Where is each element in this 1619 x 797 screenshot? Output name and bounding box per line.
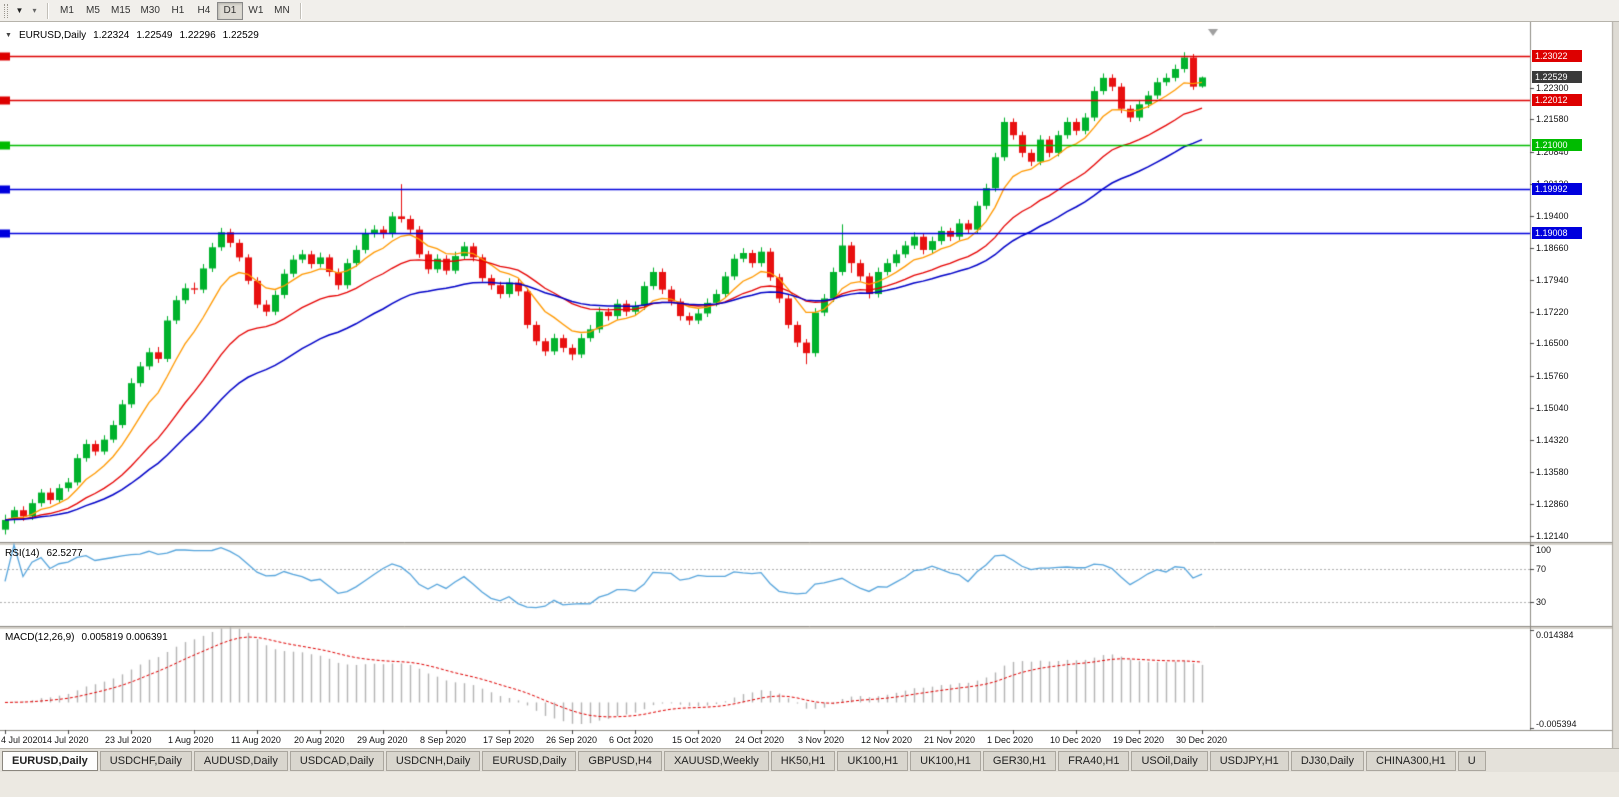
chart-tab-5[interactable]: EURUSD,Daily xyxy=(482,751,577,771)
time-axis-label: 8 Sep 2020 xyxy=(420,735,467,745)
time-axis-label: 29 Aug 2020 xyxy=(357,735,408,745)
time-axis-label: 1 Dec 2020 xyxy=(987,735,1034,745)
chart-low-value: 1.22296 xyxy=(179,30,216,41)
timeframe-w1-button[interactable]: W1 xyxy=(248,5,264,16)
price-tick-label: 1.19400 xyxy=(1536,211,1569,221)
bid-price-badge: 1.22529 xyxy=(1532,71,1582,83)
rsi-scale-label-70: 70 xyxy=(1536,564,1547,574)
chart-tab-7[interactable]: XAUUSD,Weekly xyxy=(663,751,769,771)
hline-price-badge[interactable]: 1.22012 xyxy=(1532,94,1582,106)
timeframe-h4-button[interactable]: H4 xyxy=(197,5,211,16)
price-tick-label: 1.14320 xyxy=(1536,435,1569,445)
time-axis-label: 30 Dec 2020 xyxy=(1176,735,1228,745)
rsi-scale-label-100: 100 xyxy=(1536,545,1552,555)
price-tick-label: 1.21580 xyxy=(1536,114,1569,124)
time-axis-label: 3 Nov 2020 xyxy=(798,735,845,745)
price-tick-label: 1.20840 xyxy=(1536,147,1569,157)
rsi-label: RSI(14) xyxy=(5,548,40,559)
chart-close-value: 1.22529 xyxy=(222,30,259,41)
chart-tab-0[interactable]: EURUSD,Daily xyxy=(2,751,98,771)
rsi-scale-label-30: 30 xyxy=(1536,597,1547,607)
chart-tab-10[interactable]: UK100,H1 xyxy=(910,751,981,771)
chart-tab-6[interactable]: GBPUSD,H4 xyxy=(578,751,662,771)
chart-header: ▼ EURUSD,Daily 1.22324 1.22549 1.22296 1… xyxy=(5,30,259,41)
chart-tab-9[interactable]: UK100,H1 xyxy=(837,751,909,771)
time-axis-label: 19 Dec 2020 xyxy=(1113,735,1165,745)
macd-scale-min-label: -0.005394 xyxy=(1536,719,1577,729)
chart-open-value: 1.22324 xyxy=(93,30,130,41)
chart-tab-17[interactable]: U xyxy=(1457,751,1486,771)
time-axis-label: 12 Nov 2020 xyxy=(861,735,913,745)
chart-tab-2[interactable]: AUDUSD,Daily xyxy=(193,751,288,771)
price-tick-label: 1.13580 xyxy=(1536,467,1569,477)
timeframe-m1-button[interactable]: M1 xyxy=(60,5,74,16)
chart-tab-4[interactable]: USDCNH,Daily xyxy=(385,751,481,771)
timeframe-toolbar: ▼ ▾ M1 M5 M15 M30 H1 H4 D1 W1 MN xyxy=(0,0,1619,22)
price-tick-label: 1.15760 xyxy=(1536,371,1569,381)
chart-tab-3[interactable]: USDCAD,Daily xyxy=(289,751,384,771)
chart-tab-11[interactable]: GER30,H1 xyxy=(982,751,1057,771)
rsi-current-value: 62.5277 xyxy=(46,548,83,559)
chart-high-value: 1.22549 xyxy=(136,30,173,41)
price-tick-label: 1.12860 xyxy=(1536,499,1569,509)
time-axis-label: 23 Jul 2020 xyxy=(105,735,152,745)
price-tick-label: 1.17940 xyxy=(1536,275,1569,285)
price-tick-label: 1.22300 xyxy=(1536,83,1569,93)
hline-price-badge[interactable]: 1.19008 xyxy=(1532,227,1582,239)
timeframe-h1-button[interactable]: H1 xyxy=(171,5,185,16)
chart-canvas[interactable] xyxy=(0,22,1619,748)
time-axis-label: 20 Aug 2020 xyxy=(294,735,345,745)
time-axis-label: 24 Oct 2020 xyxy=(735,735,785,745)
price-tick-label: 1.17220 xyxy=(1536,307,1569,317)
chart-tab-8[interactable]: HK50,H1 xyxy=(770,751,836,771)
hline-price-badge[interactable]: 1.21000 xyxy=(1532,139,1582,151)
chart-region: ▼ EURUSD,Daily 1.22324 1.22549 1.22296 1… xyxy=(0,22,1619,748)
toolbar-separator xyxy=(47,2,49,19)
price-tick-label: 1.18660 xyxy=(1536,243,1569,253)
macd-scale-max-label: 0.014384 xyxy=(1536,630,1574,640)
time-axis-label: 15 Oct 2020 xyxy=(672,735,722,745)
time-axis-label: 17 Sep 2020 xyxy=(483,735,535,745)
chart-tab-12[interactable]: FRA40,H1 xyxy=(1058,751,1130,771)
time-axis-label: 11 Aug 2020 xyxy=(231,735,281,745)
timeframe-buttons: M1 M5 M15 M30 H1 H4 D1 W1 MN xyxy=(54,1,295,20)
hline-price-badge[interactable]: 1.19992 xyxy=(1532,183,1582,195)
timeframe-m15-button[interactable]: M15 xyxy=(111,5,131,16)
macd-indicator-header: MACD(12,26,9) 0.005819 0.006391 xyxy=(5,632,168,643)
charts-tool-icon[interactable]: ▼ xyxy=(15,6,24,15)
timeframe-m30-button[interactable]: M30 xyxy=(140,5,160,16)
price-tick-label: 1.16500 xyxy=(1536,338,1569,348)
time-axis-label: 26 Sep 2020 xyxy=(546,735,598,745)
chart-tab-15[interactable]: DJ30,Daily xyxy=(1290,751,1364,771)
price-tick-label: 1.15040 xyxy=(1536,403,1569,413)
time-axis-label: 4 Jul 2020 xyxy=(1,735,43,745)
macd-label: MACD(12,26,9) xyxy=(5,632,75,643)
chart-tab-14[interactable]: USDJPY,H1 xyxy=(1209,751,1289,771)
price-tick-label: 1.12140 xyxy=(1536,531,1569,541)
hline-price-badge[interactable]: 1.23022 xyxy=(1532,50,1582,62)
chart-symbol-period: EURUSD,Daily xyxy=(18,30,87,41)
toolbar-separator-end xyxy=(299,2,302,19)
time-axis-label: 21 Nov 2020 xyxy=(924,735,976,745)
one-click-trading-icon[interactable]: ▼ xyxy=(5,31,12,39)
chart-tab-16[interactable]: CHINA300,H1 xyxy=(1366,751,1456,771)
timeframe-d1-button[interactable]: D1 xyxy=(216,1,243,20)
chart-tab-13[interactable]: USOil,Daily xyxy=(1131,751,1208,771)
time-axis-label: 1 Aug 2020 xyxy=(168,735,214,745)
time-axis-label: 6 Oct 2020 xyxy=(609,735,654,745)
time-axis-label: 10 Dec 2020 xyxy=(1050,735,1102,745)
chevron-down-icon[interactable]: ▾ xyxy=(32,6,37,15)
rsi-indicator-header: RSI(14) 62.5277 xyxy=(5,548,83,559)
time-axis-label: 14 Jul 2020 xyxy=(42,735,89,745)
chart-tab-1[interactable]: USDCHF,Daily xyxy=(99,751,192,771)
status-bar xyxy=(0,772,1619,797)
macd-current-values: 0.005819 0.006391 xyxy=(81,632,168,643)
toolbar-grip[interactable] xyxy=(4,3,8,18)
timeframe-mn-button[interactable]: MN xyxy=(274,5,290,16)
chart-tabs-bar: EURUSD,Daily USDCHF,Daily AUDUSD,Daily USDC… xyxy=(0,748,1619,772)
timeframe-m5-button[interactable]: M5 xyxy=(86,5,100,16)
